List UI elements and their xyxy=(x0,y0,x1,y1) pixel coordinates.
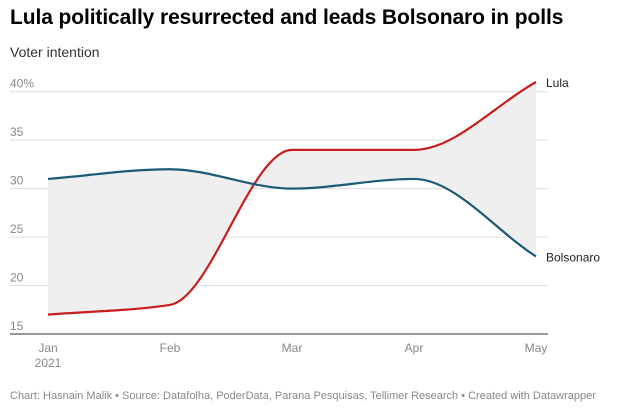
y-tick-label: 35 xyxy=(10,125,24,139)
range-area xyxy=(48,82,536,315)
y-tick-label: 15 xyxy=(10,319,24,333)
series-line-bolsonaro xyxy=(47,168,537,258)
series-label-bolsonaro: Bolsonaro xyxy=(546,250,600,264)
y-tick-label: 20 xyxy=(10,271,24,285)
x-tick-label: Feb xyxy=(160,341,181,355)
y-tick-label: 25 xyxy=(10,222,24,236)
x-tick-label: Apr xyxy=(405,341,424,355)
series-lines xyxy=(47,81,537,316)
y-tick-label: 40% xyxy=(10,77,34,91)
x-tick-label: 2021 xyxy=(35,356,62,370)
series-line-lula xyxy=(47,81,537,316)
x-tick-label: Jan xyxy=(38,341,57,355)
chart-title: Lula politically resurrected and leads B… xyxy=(10,6,564,29)
chart-footer: Chart: Hasnain Malik • Source: Datafolha… xyxy=(10,390,596,402)
chart-subtitle: Voter intention xyxy=(10,44,100,60)
y-axis-ticks: 40% 35 30 25 20 15 xyxy=(10,77,34,333)
y-tick-label: 30 xyxy=(10,174,24,188)
series-label-lula: Lula xyxy=(546,76,569,90)
x-tick-label: May xyxy=(525,341,548,355)
series-labels: Lula Bolsonaro xyxy=(546,76,600,264)
x-tick-label: Mar xyxy=(282,341,303,355)
